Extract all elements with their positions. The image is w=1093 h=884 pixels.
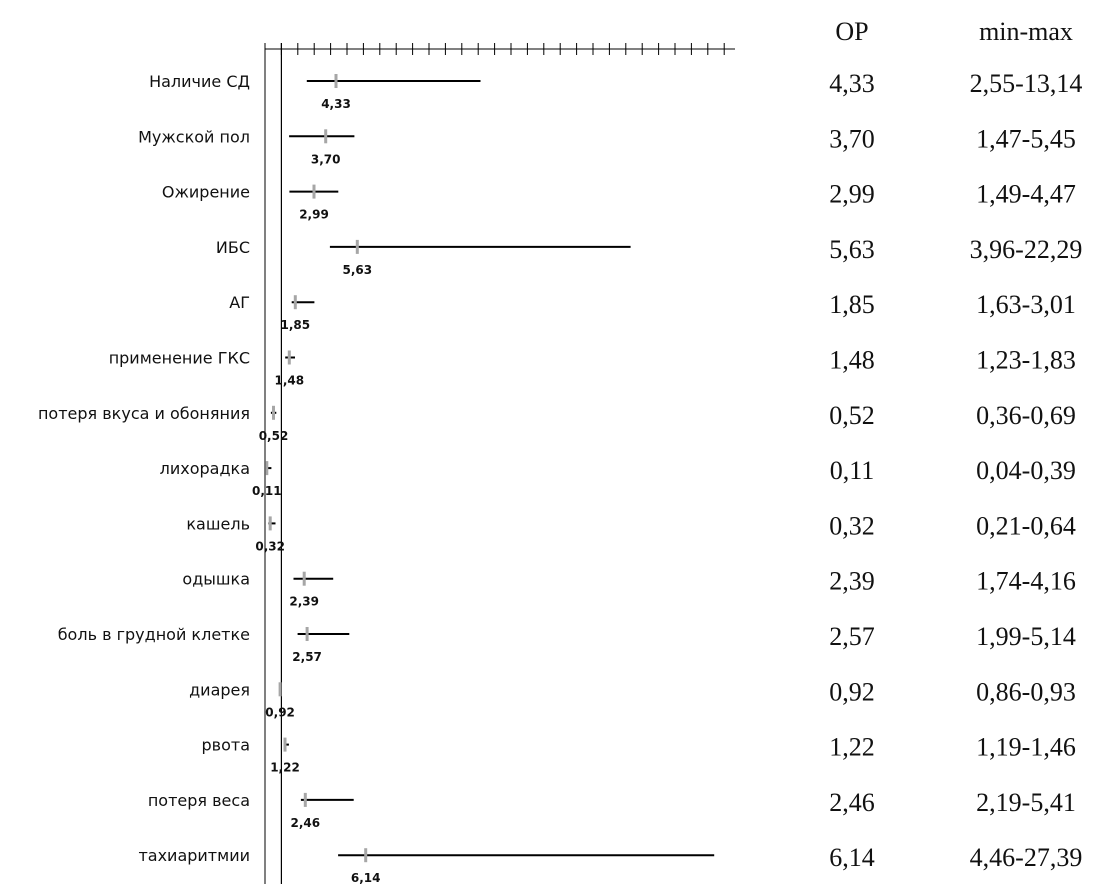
- or-value: 3,70: [829, 124, 875, 153]
- or-value: 2,57: [829, 622, 875, 651]
- forest-row: кашель 0,32 0,32 0,21-0,64: [186, 511, 1075, 553]
- min-max-range: 0,36-0,69: [976, 401, 1076, 430]
- min-max-range: 1,47-5,45: [976, 124, 1076, 153]
- point-value-label: 2,57: [292, 650, 322, 664]
- forest-row: применение ГКС 1,48 1,48 1,23-1,83: [109, 346, 1076, 388]
- or-column-header: OP: [835, 17, 868, 46]
- plot-axis: [264, 43, 735, 884]
- min-max-range: 3,96-22,29: [970, 235, 1083, 264]
- row-label: кашель: [186, 514, 250, 533]
- row-label: боль в грудной клетке: [58, 625, 250, 644]
- min-max-range: 1,63-3,01: [976, 290, 1076, 319]
- or-value: 1,48: [829, 346, 875, 375]
- min-max-range: 1,49-4,47: [976, 180, 1076, 209]
- forest-row: Мужской пол 3,70 3,70 1,47-5,45: [138, 124, 1076, 166]
- table-header: OP min-max: [835, 17, 1073, 46]
- min-max-range: 0,21-0,64: [976, 511, 1076, 540]
- forest-row: ИБС 5,63 5,63 3,96-22,29: [216, 235, 1082, 277]
- or-value: 2,46: [829, 788, 875, 817]
- or-value: 1,22: [829, 733, 875, 762]
- or-value: 1,85: [829, 290, 875, 319]
- or-value: 2,39: [829, 567, 875, 596]
- point-value-label: 1,48: [274, 374, 304, 388]
- row-label: ИБС: [216, 238, 250, 257]
- or-value: 0,32: [829, 511, 875, 540]
- min-max-range: 4,46-27,39: [970, 843, 1083, 872]
- forest-row: АГ 1,85 1,85 1,63-3,01: [229, 290, 1076, 332]
- or-value: 2,99: [829, 180, 875, 209]
- row-label: Мужской пол: [138, 127, 250, 146]
- row-label: лихорадка: [160, 459, 250, 478]
- or-value: 0,11: [830, 456, 875, 485]
- min-max-range: 0,86-0,93: [976, 677, 1076, 706]
- row-label: применение ГКС: [109, 349, 250, 368]
- forest-row: Ожирение 2,99 2,99 1,49-4,47: [162, 180, 1076, 222]
- forest-row: рвота 1,22 1,22 1,19-1,46: [202, 733, 1076, 775]
- forest-row: Наличие СД 4,33 4,33 2,55-13,14: [149, 69, 1082, 111]
- forest-row: диарея 0,92 0,92 0,86-0,93: [189, 677, 1076, 719]
- or-value: 4,33: [829, 69, 875, 98]
- row-label: тахиаритмии: [138, 846, 250, 865]
- forest-row: одышка 2,39 2,39 1,74-4,16: [182, 567, 1075, 609]
- min-max-range: 1,19-1,46: [976, 733, 1076, 762]
- point-value-label: 2,99: [299, 208, 329, 222]
- forest-row: боль в грудной клетке 2,57 2,57 1,99-5,14: [58, 622, 1076, 664]
- point-value-label: 6,14: [351, 871, 381, 884]
- point-value-label: 2,46: [290, 816, 320, 830]
- point-value-label: 5,63: [342, 263, 372, 277]
- point-value-label: 1,85: [280, 318, 310, 332]
- point-value-label: 3,70: [311, 152, 341, 166]
- row-label: диарея: [189, 680, 250, 699]
- min-max-range: 1,23-1,83: [976, 346, 1076, 375]
- range-column-header: min-max: [979, 17, 1073, 46]
- row-label: Ожирение: [162, 183, 250, 202]
- point-value-label: 0,92: [265, 705, 295, 719]
- point-value-label: 4,33: [321, 97, 351, 111]
- or-value: 0,92: [829, 677, 875, 706]
- row-label: потеря веса: [148, 791, 250, 810]
- row-label: одышка: [182, 570, 250, 589]
- forest-row: тахиаритмии 6,14 6,14 4,46-27,39: [138, 843, 1082, 884]
- or-value: 0,52: [829, 401, 875, 430]
- forest-row: потеря вкуса и обоняния 0,52 0,52 0,36-0,69: [38, 401, 1076, 443]
- point-value-label: 0,11: [252, 484, 282, 498]
- min-max-range: 2,19-5,41: [976, 788, 1076, 817]
- row-label: рвота: [202, 736, 251, 755]
- point-value-label: 1,22: [270, 761, 300, 775]
- row-label: АГ: [229, 293, 250, 312]
- row-label: Наличие СД: [149, 72, 250, 91]
- point-value-label: 0,32: [255, 539, 285, 553]
- point-value-label: 2,39: [289, 595, 319, 609]
- forest-row: потеря веса 2,46 2,46 2,19-5,41: [148, 788, 1076, 830]
- row-label: потеря вкуса и обоняния: [38, 404, 250, 423]
- min-max-range: 0,04-0,39: [976, 456, 1076, 485]
- forest-rows: Наличие СД 4,33 4,33 2,55-13,14 Мужской пол 3…: [38, 69, 1082, 884]
- or-value: 5,63: [829, 235, 875, 264]
- min-max-range: 1,99-5,14: [976, 622, 1076, 651]
- point-value-label: 0,52: [259, 429, 289, 443]
- min-max-range: 1,74-4,16: [976, 567, 1076, 596]
- or-value: 6,14: [829, 843, 875, 872]
- min-max-range: 2,55-13,14: [970, 69, 1083, 98]
